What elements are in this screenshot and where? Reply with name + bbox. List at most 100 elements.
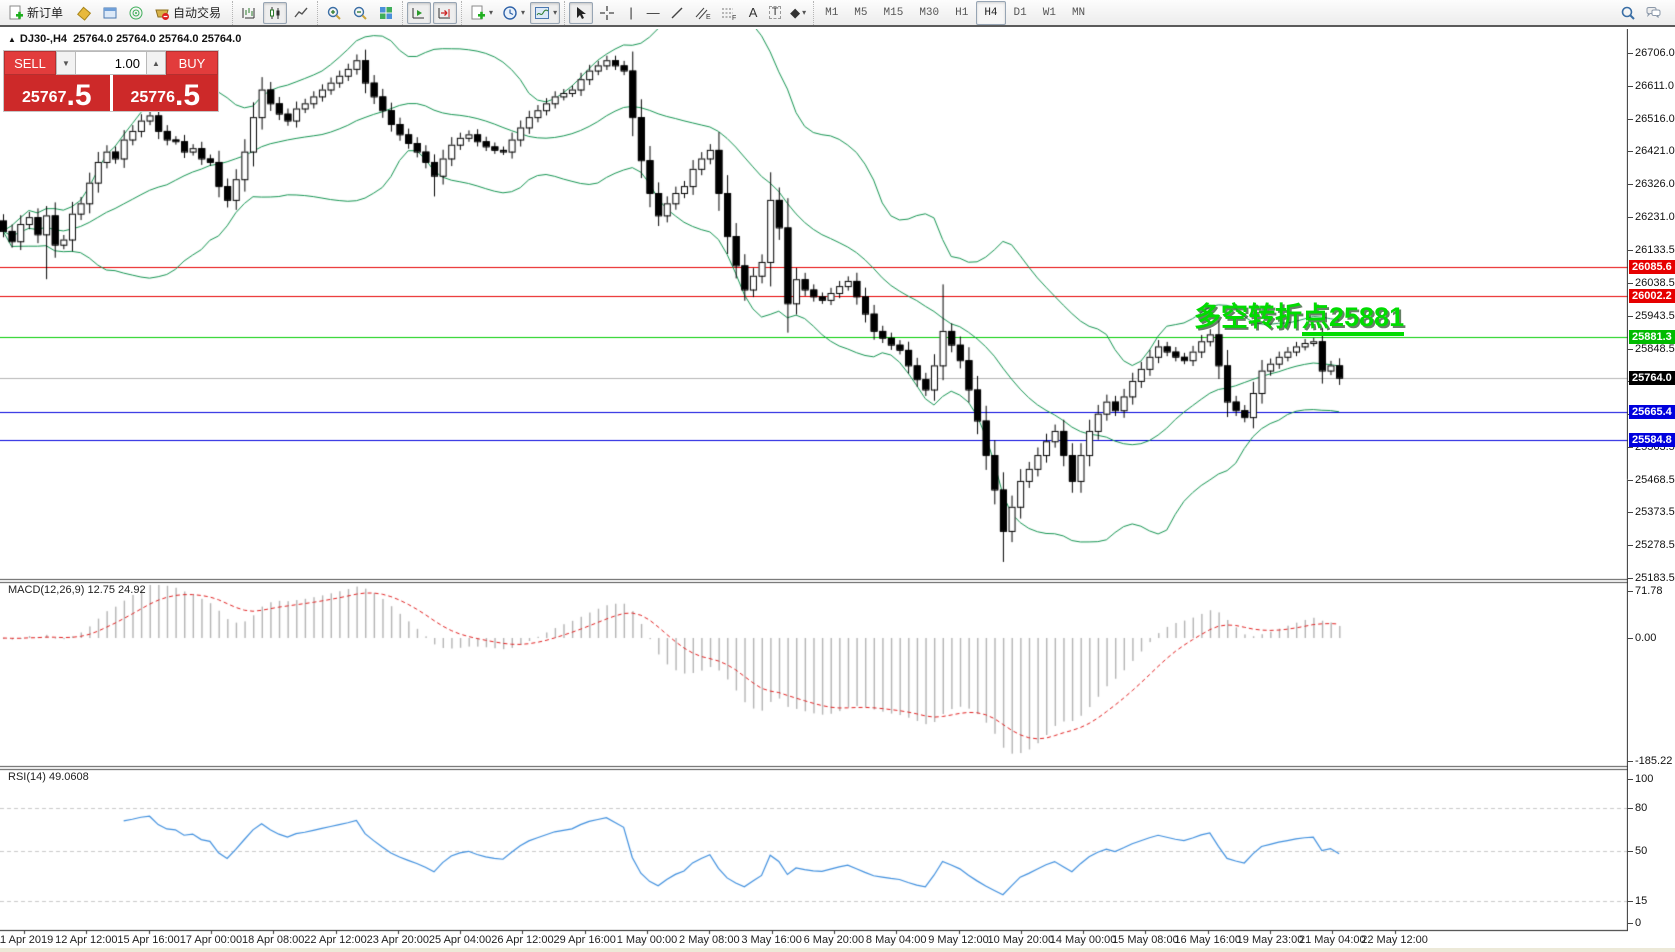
- new-chart-button[interactable]: [72, 2, 96, 24]
- market-watch-button[interactable]: [98, 2, 122, 24]
- text-tool[interactable]: A: [743, 2, 763, 24]
- timeframe-MN[interactable]: MN: [1071, 6, 1086, 19]
- price-tick-label: 26516.0: [1628, 112, 1675, 125]
- symbol-period-label: DJ30-,H4: [19, 33, 67, 45]
- candlestick-chart-icon: [266, 4, 284, 22]
- rsi-indicator-label: RSI(14) 49.0608: [8, 771, 89, 783]
- timeframe-D1[interactable]: D1: [1013, 6, 1027, 19]
- annotation-text-2: 点25881: [1302, 302, 1405, 336]
- period-button[interactable]: ▾: [498, 2, 528, 24]
- date-label: 3 May 16:00: [741, 934, 802, 946]
- volume-decrease-button[interactable]: ▼: [56, 51, 76, 75]
- toolbar-section-right: [1615, 2, 1675, 24]
- price-tick-label: 25943.5: [1628, 309, 1675, 322]
- vertical-line-tool[interactable]: |: [621, 2, 641, 24]
- price-tick-label: 26421.0: [1628, 145, 1675, 158]
- price-tick-label: 26133.5: [1628, 244, 1675, 257]
- annotation-text-1: 多空转折: [1194, 302, 1302, 332]
- channel-icon: E: [694, 4, 712, 22]
- timeframe-M1[interactable]: M1: [825, 6, 839, 19]
- horizontal-line-tool[interactable]: —: [643, 2, 663, 24]
- date-label: 14 May 00:00: [1049, 934, 1117, 946]
- sell-button[interactable]: SELL: [4, 51, 56, 75]
- toolbar-section-timeframes: M1 M5 M15 M30 H1 H4 D1 W1 MN: [813, 0, 1096, 25]
- sell-price-display[interactable]: 25767.5: [4, 75, 110, 111]
- toolbar-section-chart-type: [232, 0, 317, 25]
- date-label: 26 Apr 12:00: [491, 934, 554, 946]
- buy-price-fraction: .5: [174, 79, 201, 112]
- rsi-tick-label: 15: [1627, 895, 1648, 908]
- auto-scroll-button[interactable]: [407, 1, 432, 24]
- arrows-tool[interactable]: ◆ ▾: [787, 2, 809, 24]
- buy-button[interactable]: BUY: [166, 51, 218, 75]
- auto-trading-button[interactable]: 自动交易: [150, 2, 228, 24]
- date-label: 10 May 20:00: [987, 934, 1055, 946]
- cursor-button[interactable]: [569, 1, 594, 24]
- timeframe-W1[interactable]: W1: [1042, 6, 1056, 19]
- date-label: 22 May 12:00: [1361, 934, 1428, 946]
- tile-windows-button[interactable]: [374, 2, 398, 24]
- timeframe-M5[interactable]: M5: [854, 6, 868, 19]
- channel-tool[interactable]: E: [691, 2, 715, 24]
- pivot-annotation[interactable]: 多空转折点25881: [1194, 295, 1405, 336]
- zoom-out-button[interactable]: [348, 2, 372, 24]
- buy-price-display[interactable]: 25776.5: [112, 75, 218, 112]
- new-order-button[interactable]: 新订单: [4, 2, 70, 24]
- label-tool-icon: T: [768, 6, 782, 19]
- volume-input[interactable]: [76, 51, 146, 75]
- price-tick-label: 25848.5: [1628, 342, 1675, 355]
- date-label: 15 May 08:00: [1112, 934, 1179, 946]
- collapse-triangle-icon[interactable]: ▲: [8, 35, 16, 44]
- date-label: 22 Apr 12:00: [304, 934, 367, 946]
- one-click-trade-panel: SELL ▼ ▲ BUY 25767.5 25776.5: [3, 50, 219, 112]
- date-label: 11 Apr 2019: [0, 934, 54, 946]
- line-chart-button[interactable]: [289, 2, 313, 24]
- timeframe-H1[interactable]: H1: [955, 6, 969, 19]
- bar-chart-button[interactable]: [237, 2, 261, 24]
- macd-tick-label: 71.78: [1628, 584, 1663, 597]
- chat-button[interactable]: [1642, 2, 1666, 24]
- label-tool[interactable]: T: [765, 2, 785, 24]
- price-tick-label: 25278.5: [1628, 539, 1675, 552]
- price-tick-label: 26706.0: [1628, 47, 1675, 59]
- tile-windows-icon: [377, 4, 395, 22]
- chart-canvas[interactable]: [0, 29, 1628, 952]
- ohlc-readout: 25764.0 25764.0 25764.0 25764.0: [73, 33, 242, 45]
- toolbar-section-objects: | — E F A T ◆ ▾: [564, 0, 813, 25]
- trendline-tool[interactable]: [665, 2, 689, 24]
- candlestick-chart-button[interactable]: [263, 1, 288, 24]
- main-toolbar: 新订单 自动交易: [0, 0, 1675, 27]
- new-order-icon: [7, 4, 25, 22]
- timeframe-M15[interactable]: M15: [883, 6, 904, 19]
- caret-down-icon: ▾: [489, 8, 494, 17]
- text-tool-icon: A: [748, 5, 758, 20]
- crosshair-button[interactable]: [595, 2, 619, 24]
- chart-title: ▲ DJ30-,H4 25764.0 25764.0 25764.0 25764.…: [8, 33, 241, 45]
- rsi-tick-label: 80: [1627, 801, 1648, 814]
- date-label: 1 May 00:00: [616, 934, 678, 946]
- date-label: 17 Apr 00:00: [179, 934, 243, 946]
- price-axis[interactable]: 26706.0 26611.0 26516.0 26421.0 26326.0 26231…: [1627, 29, 1675, 948]
- chart-shift-icon: [436, 4, 454, 22]
- clock-icon: [501, 4, 519, 22]
- sell-price-fraction: .5: [66, 79, 92, 112]
- chart-template-button[interactable]: ▾: [530, 1, 561, 24]
- toolbar-section-scroll: [402, 0, 461, 25]
- chart-window: ▲ DJ30-,H4 25764.0 25764.0 25764.0 25764.…: [0, 29, 1675, 952]
- chart-shift-button[interactable]: [433, 1, 458, 24]
- fibonacci-icon: F: [720, 4, 738, 22]
- volume-increase-button[interactable]: ▲: [146, 51, 166, 75]
- search-button[interactable]: [1616, 2, 1640, 24]
- fibonacci-tool[interactable]: F: [717, 2, 741, 24]
- buy-price-main: 25776: [130, 89, 175, 106]
- date-label: 25 Apr 04:00: [428, 934, 492, 946]
- bar-chart-icon: [240, 4, 258, 22]
- timeframe-H4[interactable]: H4: [976, 0, 1006, 25]
- timeframe-M30[interactable]: M30: [919, 6, 940, 19]
- zoom-in-button[interactable]: [322, 2, 346, 24]
- cursor-icon: [572, 4, 590, 22]
- auto-scroll-icon: [410, 4, 428, 22]
- signals-button[interactable]: [124, 2, 148, 24]
- indicators-add-button[interactable]: ▾: [466, 2, 496, 24]
- new-order-label: 新订单: [27, 6, 64, 20]
